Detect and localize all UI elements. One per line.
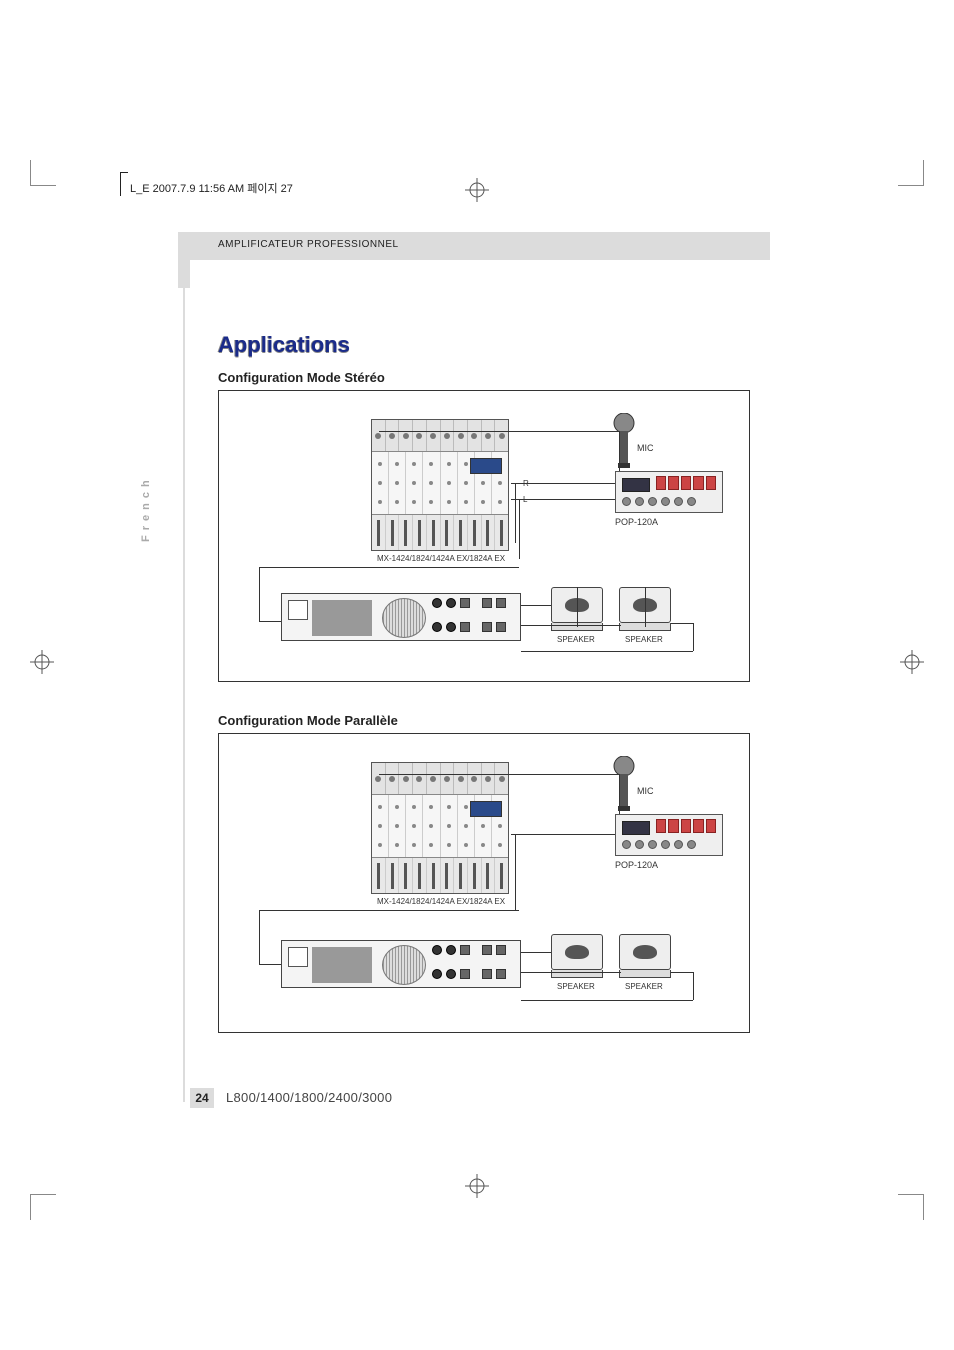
speaker-label: SPEAKER [557, 982, 595, 991]
registration-mark [465, 178, 489, 202]
registration-mark [30, 650, 54, 674]
language-label: French [140, 475, 152, 542]
model-list: L800/1400/1800/2400/3000 [226, 1090, 392, 1105]
speaker-label: SPEAKER [625, 982, 663, 991]
sidebar-rule [183, 232, 185, 1102]
wire [519, 499, 520, 559]
wire [521, 1000, 693, 1001]
pop-label: POP-120A [615, 517, 658, 527]
slug-mark [120, 172, 128, 196]
mixer-graphic [371, 762, 509, 894]
speaker-label: SPEAKER [557, 635, 595, 644]
wire [259, 910, 260, 964]
crop-mark [30, 1194, 56, 1220]
print-slug: L_E 2007.7.9 11:56 AM 페이지 27 [130, 180, 293, 196]
wire [671, 972, 693, 973]
wire [521, 972, 621, 973]
wire [379, 431, 619, 432]
wire [619, 431, 620, 471]
header-text: AMPLIFICATEUR PROFESSIONNEL [218, 239, 399, 250]
wire [259, 567, 260, 621]
mixer-graphic [371, 419, 509, 551]
wire [521, 651, 693, 652]
wire [693, 623, 694, 651]
mic-label: MIC [637, 443, 654, 453]
pop-device [615, 471, 723, 513]
wire [521, 952, 551, 953]
wire [577, 587, 578, 627]
wire [619, 774, 620, 814]
registration-mark [900, 650, 924, 674]
diagram-stereo: MX-1424/1824/1424A EX/1824A EX MIC POP-1… [218, 390, 750, 682]
wire [521, 605, 551, 606]
diagram-parallel: MX-1424/1824/1424A EX/1824A EX MIC POP-1… [218, 733, 750, 1033]
pop-label: POP-120A [615, 860, 658, 870]
wire [693, 972, 694, 1000]
wire [259, 910, 519, 911]
wire [511, 834, 615, 835]
mixer-label: MX-1424/1824/1424A EX/1824A EX [377, 897, 505, 906]
speaker-label: SPEAKER [625, 635, 663, 644]
subhead-parallel: Configuration Mode Parallèle [218, 713, 398, 728]
wire [521, 625, 621, 626]
speaker-icon [619, 934, 671, 980]
speaker-icon [551, 934, 603, 980]
amplifier-graphic [281, 593, 521, 641]
wire [511, 499, 615, 500]
mic-icon [611, 756, 637, 814]
wire [515, 483, 516, 543]
wire [259, 964, 281, 965]
wire [259, 567, 519, 568]
wire [511, 483, 615, 484]
pop-device [615, 814, 723, 856]
wire [671, 623, 693, 624]
crop-mark [898, 160, 924, 186]
crop-mark [30, 160, 56, 186]
section-title: Applications [218, 332, 350, 358]
page-number: 24 [190, 1088, 214, 1108]
registration-mark [465, 1174, 489, 1198]
amplifier-graphic [281, 940, 521, 988]
mic-icon [611, 413, 637, 471]
subhead-stereo: Configuration Mode Stéréo [218, 370, 385, 385]
crop-mark [898, 1194, 924, 1220]
wire [379, 774, 619, 775]
wire [515, 834, 516, 910]
mixer-label: MX-1424/1824/1424A EX/1824A EX [377, 554, 505, 563]
wire [259, 621, 281, 622]
wire [645, 587, 646, 627]
mic-label: MIC [637, 786, 654, 796]
